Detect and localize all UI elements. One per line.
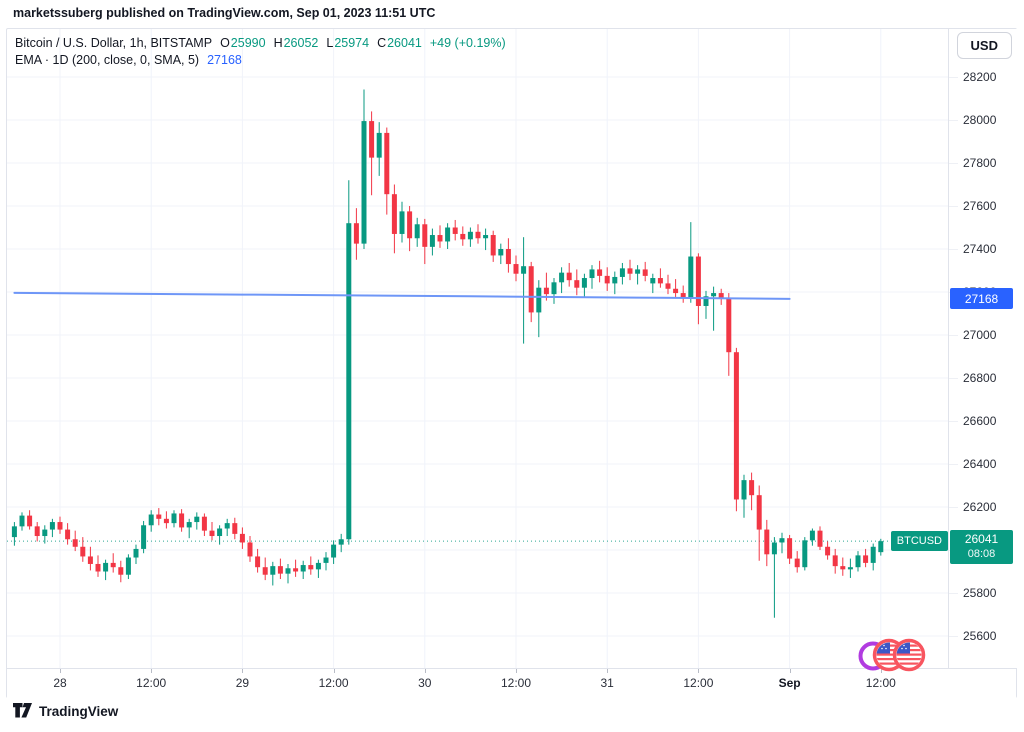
time-tick-label: 12:00 [500,676,532,690]
time-tick-label: 29 [235,676,250,690]
chart-container: Bitcoin / U.S. Dollar, 1h, BITSTAMP O 259… [6,28,1017,698]
price-tick-label: 26400 [963,457,997,471]
price-gridline-stub [949,77,958,78]
price-gridline-stub [949,636,958,637]
price-gridline-stub [949,378,958,379]
candlestick-chart-pane[interactable] [7,29,948,668]
tradingview-logo-icon [13,703,32,718]
us-flag-circle-icon [892,638,926,672]
price-tick-label: 25600 [963,629,997,643]
last-price-axis-label: 26041 08:08 [950,530,1013,565]
price-change: +49 (+0.19%) [429,36,506,50]
time-tick-label: 31 [600,676,614,690]
price-axis[interactable]: 2820028000278002760027400272002700026800… [948,29,1017,668]
price-gridline-stub [949,507,958,508]
time-tick-label: 12:00 [865,676,896,690]
price-gridline-stub [949,421,958,422]
symbol-legend-row[interactable]: Bitcoin / U.S. Dollar, 1h, BITSTAMP O 259… [15,35,506,52]
attribution-header: marketssuberg published on TradingView.c… [13,6,436,20]
time-tick-mark [607,669,609,673]
price-gridline-stub [949,206,958,207]
symbol-price-line-label: BTCUSD [890,531,948,552]
time-tick-mark [880,669,882,673]
time-tick-label: 12:00 [318,676,349,690]
ema-price-axis-label: 27168 [950,288,1013,310]
indicator-title: EMA · 1D (200, close, 0, SMA, 5) [15,53,200,67]
price-gridline-stub [949,249,958,250]
time-axis[interactable]: 28 12:00 29 12:00 30 12:00 31 12:00 Sep 12:00 [7,668,1016,698]
price-tick-label: 27800 [963,156,997,170]
price-gridline-stub [949,163,958,164]
ohlc-low: L 25974 [326,36,370,50]
indicator-legend-row[interactable]: EMA · 1D (200, close, 0, SMA, 5) 27168 [15,52,506,69]
currency-toggle-button[interactable]: USD [956,32,1012,59]
time-tick-mark [424,669,426,673]
price-tick-label: 26200 [963,500,997,514]
chart-legend: Bitcoin / U.S. Dollar, 1h, BITSTAMP O 259… [15,35,506,69]
time-tick-label: 28 [53,676,67,690]
ohlc-close: C 26041 [377,36,422,50]
price-tick-label: 26800 [963,371,997,385]
price-tick-label: 28000 [963,113,997,127]
time-tick-mark [60,669,61,673]
time-tick-mark [516,669,517,673]
time-tick-mark [698,669,700,673]
price-gridline-stub [949,593,958,594]
symbol-title: Bitcoin / U.S. Dollar, 1h, BITSTAMP [15,36,213,50]
time-tick-label: 12:00 [136,676,167,690]
indicator-value: 27168 [207,53,242,67]
tradingview-brand-link[interactable]: TradingView [13,703,118,719]
bar-countdown: 08:08 [967,548,996,561]
time-tick-mark [242,669,244,673]
time-tick-mark [333,669,335,673]
price-gridline-stub [949,464,958,465]
price-tick-label: 27000 [963,328,997,342]
price-tick-label: 27600 [963,199,997,213]
ohlc-open: O 25990 [220,36,266,50]
price-tick-label: 27400 [963,242,997,256]
time-tick-label: 12:00 [683,676,714,690]
time-tick-label: 30 [418,676,432,690]
price-gridline-stub [949,120,958,121]
time-tick-mark [151,669,153,673]
last-price-value: 26041 [964,532,999,547]
price-tick-label: 28200 [963,70,997,84]
flag-emoji-sticker [858,638,926,672]
price-gridline-stub [949,335,958,336]
time-tick-label: Sep [778,676,801,690]
price-tick-label: 26600 [963,414,997,428]
ohlc-high: H 26052 [273,36,319,50]
tradingview-brand-text: TradingView [39,703,119,719]
price-tick-label: 25800 [963,586,997,600]
time-tick-mark [789,669,791,673]
